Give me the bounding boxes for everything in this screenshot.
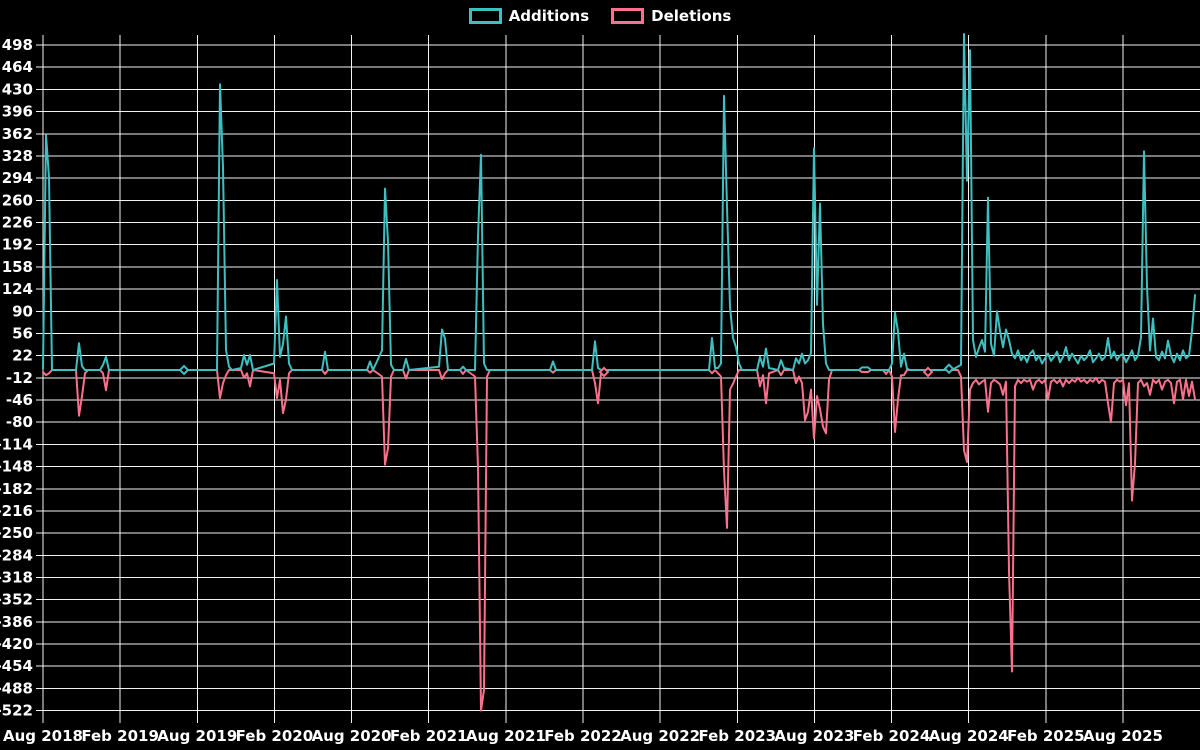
x-tick-label: Feb 2024 — [853, 727, 931, 745]
y-tick-label: -522 — [0, 702, 33, 720]
y-tick-label: 22 — [12, 347, 33, 365]
x-tick-label: Aug 2025 — [1083, 727, 1163, 745]
y-tick-label: 226 — [2, 214, 33, 232]
y-tick-label: 124 — [2, 280, 33, 298]
y-tick-label: -80 — [6, 413, 33, 431]
y-tick-label: -46 — [6, 391, 33, 409]
y-tick-label: -182 — [0, 480, 33, 498]
y-tick-label: 192 — [2, 236, 33, 254]
y-tick-label: -352 — [0, 591, 33, 609]
additions-legend-label: Additions — [508, 7, 590, 25]
y-tick-label: 90 — [12, 302, 33, 320]
legend-item-deletions[interactable]: Deletions — [611, 8, 731, 24]
chart-legend: Additions Deletions — [0, 8, 1200, 24]
y-tick-label: -488 — [0, 679, 33, 697]
additions-legend-swatch — [468, 8, 502, 24]
x-tick-label: Feb 2022 — [544, 727, 622, 745]
deletions-point-marker — [598, 366, 610, 378]
x-tick-label: Aug 2021 — [466, 727, 546, 745]
y-tick-label: 430 — [2, 80, 33, 98]
y-tick-label: -386 — [0, 613, 33, 631]
y-tick-label: -250 — [0, 524, 33, 542]
y-tick-label: -318 — [0, 568, 33, 586]
additions-point-marker — [178, 364, 190, 376]
y-tick-label: 260 — [2, 191, 33, 209]
y-tick-label: 328 — [2, 147, 33, 165]
x-tick-label: Aug 2018 — [3, 727, 83, 745]
y-tick-label: 158 — [2, 258, 33, 276]
y-tick-label: -148 — [0, 458, 33, 476]
x-tick-label: Feb 2023 — [699, 727, 777, 745]
y-tick-label: 498 — [2, 36, 33, 54]
x-tick-label: Aug 2024 — [929, 727, 1009, 745]
x-tick-label: Feb 2020 — [236, 727, 314, 745]
y-tick-label: 396 — [2, 103, 33, 121]
x-tick-label: Aug 2020 — [312, 727, 392, 745]
y-tick-label: 56 — [12, 324, 33, 342]
deletions-point-marker — [922, 366, 934, 378]
y-tick-label: -216 — [0, 502, 33, 520]
y-tick-label: -284 — [0, 546, 33, 564]
x-tick-label: Aug 2022 — [620, 727, 700, 745]
additions-line — [42, 33, 1196, 371]
deletions-line — [42, 369, 1196, 712]
y-tick-label: 464 — [2, 58, 33, 76]
deletions-legend-label: Deletions — [651, 7, 732, 25]
y-tick-label: 362 — [2, 125, 33, 143]
x-tick-label: Feb 2021 — [390, 727, 468, 745]
y-tick-label: -114 — [0, 435, 33, 453]
y-tick-label: -420 — [0, 635, 33, 653]
y-tick-label: -454 — [0, 657, 33, 675]
y-tick-label: -12 — [6, 369, 33, 387]
x-tick-label: Feb 2019 — [81, 727, 159, 745]
x-tick-label: Aug 2019 — [157, 727, 237, 745]
x-tick-label: Feb 2025 — [1007, 727, 1085, 745]
additions-point-marker — [943, 363, 955, 375]
legend-item-additions[interactable]: Additions — [468, 7, 590, 25]
deletions-legend-swatch — [611, 8, 645, 24]
y-tick-label: 294 — [2, 169, 33, 187]
x-tick-label: Aug 2023 — [774, 727, 854, 745]
